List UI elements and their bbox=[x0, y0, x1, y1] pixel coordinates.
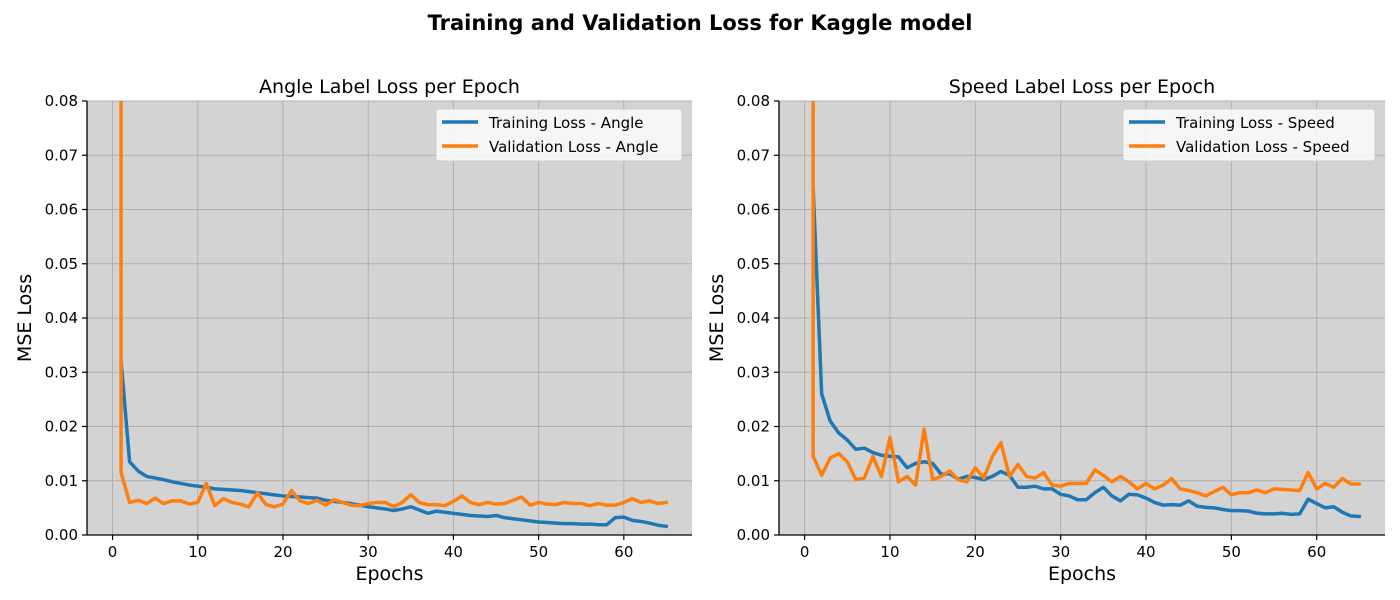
speed-series bbox=[811, 101, 1362, 519]
angle-y-tick-label: 0.02 bbox=[45, 418, 78, 436]
speed-legend-box bbox=[1122, 108, 1376, 162]
angle-chart: 0 10 20 30 40 50 60 0.000.010.020.030.040.050.… bbox=[14, 76, 692, 585]
speed-x-axis-label: Epochs bbox=[1048, 563, 1116, 585]
angle-x-tick-label: 10 bbox=[188, 543, 207, 561]
angle-y-tick-label: 0.03 bbox=[45, 363, 78, 381]
speed-y-tick-label: 0.00 bbox=[737, 526, 770, 544]
angle-x-tick-label: 50 bbox=[529, 543, 548, 561]
speed-x-tick-label: 0 bbox=[800, 543, 810, 561]
speed-y-tick-label: 0.08 bbox=[737, 92, 770, 110]
angle-series bbox=[119, 101, 669, 529]
angle-y-tick-label: 0.06 bbox=[45, 201, 78, 219]
speed-x-tick-label: 30 bbox=[1051, 543, 1070, 561]
angle-x-tick-label: 0 bbox=[108, 543, 118, 561]
angle-x-tick-label: 30 bbox=[359, 543, 378, 561]
angle-x-tick-label: 20 bbox=[273, 543, 292, 561]
speed-x-tick-label: 20 bbox=[966, 543, 985, 561]
speed-legend: Training Loss - Speed Validation Loss - … bbox=[1122, 108, 1376, 162]
angle-y-tick-label: 0.04 bbox=[45, 309, 78, 327]
figure-suptitle: Training and Validation Loss for Kaggle … bbox=[428, 11, 973, 35]
angle-y-ticks: 0.00 0.01 0.02 0.03 0.04 0.05 0.06 0.07 0.08 bbox=[45, 92, 87, 544]
angle-validation-loss-line bbox=[119, 101, 669, 509]
speed-validation-loss-line bbox=[811, 101, 1362, 498]
speed-y-tick-label: 0.04 bbox=[737, 309, 770, 327]
angle-chart-title: Angle Label Loss per Epoch bbox=[259, 76, 520, 98]
speed-y-axis-label: MSE Loss bbox=[706, 274, 728, 362]
speed-x-ticks: 0 10 20 30 40 50 60 bbox=[800, 535, 1326, 561]
speed-grid bbox=[779, 100, 1385, 536]
angle-x-ticks: 0 10 20 30 40 50 60 bbox=[108, 535, 633, 561]
speed-x-tick-label: 60 bbox=[1307, 543, 1326, 561]
angle-y-axis-label: MSE Loss bbox=[14, 274, 36, 362]
speed-x-tick-label: 50 bbox=[1222, 543, 1241, 561]
speed-y-tick-label: 0.06 bbox=[737, 201, 770, 219]
angle-x-axis-label: Epochs bbox=[355, 563, 423, 585]
angle-legend-label-validation: Validation Loss - Angle bbox=[489, 138, 658, 156]
speed-x-tick-label: 10 bbox=[880, 543, 899, 561]
speed-y-tick-label: 0.02 bbox=[737, 418, 770, 436]
speed-x-tick-label: 40 bbox=[1136, 543, 1155, 561]
angle-legend-label-training: Training Loss - Angle bbox=[488, 114, 644, 132]
angle-y-tick-label: 0.08 bbox=[45, 92, 78, 110]
angle-training-loss-line bbox=[119, 359, 669, 529]
speed-y-tick-label: 0.07 bbox=[737, 146, 770, 164]
angle-y-tick-label: 0.07 bbox=[45, 146, 78, 164]
angle-y-tick-label: 0.01 bbox=[45, 472, 78, 490]
speed-legend-label-training: Training Loss - Speed bbox=[1175, 114, 1335, 132]
speed-training-loss-line bbox=[811, 186, 1362, 519]
angle-x-tick-label: 60 bbox=[614, 543, 633, 561]
speed-y-tick-label: 0.05 bbox=[737, 255, 770, 273]
angle-x-tick-label: 40 bbox=[444, 543, 463, 561]
speed-legend-label-validation: Validation Loss - Speed bbox=[1176, 138, 1350, 156]
speed-y-ticks: 0.00 0.01 0.02 0.03 0.04 0.05 0.06 0.07 0.08 bbox=[737, 92, 779, 544]
speed-y-tick-label: 0.01 bbox=[737, 472, 770, 490]
angle-legend: Training Loss - Angle Validation Loss - … bbox=[435, 108, 683, 162]
speed-chart: 0 10 20 30 40 50 60 0.000.010.020.030.040.050.… bbox=[706, 76, 1385, 585]
speed-y-tick-label: 0.03 bbox=[737, 363, 770, 381]
speed-chart-title: Speed Label Loss per Epoch bbox=[949, 76, 1215, 98]
angle-y-tick-label: 0.00 bbox=[45, 526, 78, 544]
angle-y-tick-label: 0.05 bbox=[45, 255, 78, 273]
angle-legend-box bbox=[435, 108, 683, 162]
